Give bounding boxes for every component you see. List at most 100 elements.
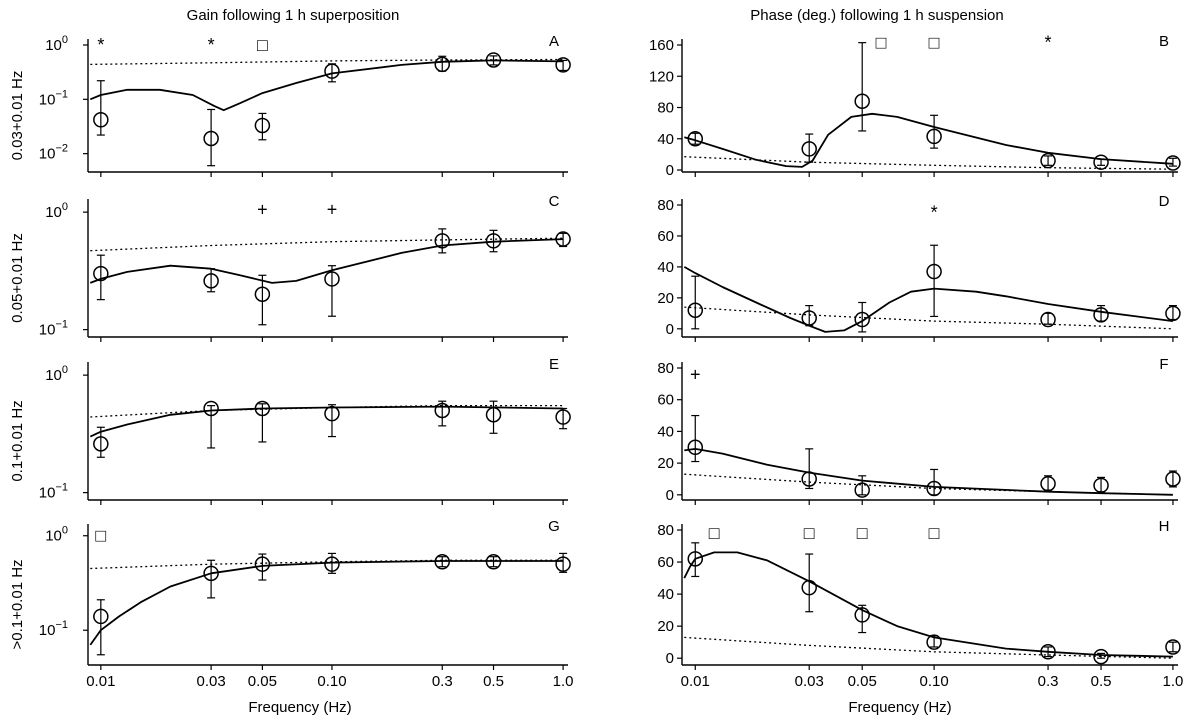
y-tick-exponent: −2 <box>55 143 68 155</box>
x-tick-label: 0.05 <box>248 673 277 690</box>
y-tick-label: 40 <box>657 423 674 440</box>
panel-f: 0 20 40 60 80 F + <box>657 356 1181 505</box>
significance-marker: □ <box>857 523 868 543</box>
data-point <box>1040 475 1056 492</box>
x-tick-label: 0.10 <box>317 673 346 690</box>
y-tick-label: 10−1 <box>39 88 68 108</box>
y-tick-label: 80 <box>657 100 674 117</box>
y-axis-label: 0.1+0.01 Hz <box>9 400 26 481</box>
y-tick-label: 60 <box>657 228 674 245</box>
significance-marker: * <box>931 203 938 223</box>
data-point <box>555 57 571 73</box>
y-tick-label: 0 <box>666 487 674 504</box>
x-tick-label: 0.01 <box>681 673 710 690</box>
y-tick-mantissa: 10 <box>39 485 56 502</box>
significance-marker: □ <box>709 523 720 543</box>
data-point <box>485 52 502 68</box>
x-tick-label: 0.03 <box>795 673 824 690</box>
data-point <box>926 634 942 650</box>
data-point <box>254 556 271 572</box>
significance-marker: □ <box>929 33 940 53</box>
y-tick-label: 40 <box>657 259 674 276</box>
y-tick-label: 10−1 <box>39 619 68 639</box>
y-tick-label: 20 <box>657 290 674 307</box>
x-tick-label: 1.0 <box>1163 673 1184 690</box>
data-point <box>801 310 817 326</box>
panel-d: 0 20 40 60 80 D * <box>657 193 1181 342</box>
significance-marker: □ <box>257 35 268 55</box>
y-tick-mantissa: 10 <box>45 528 62 545</box>
data-point <box>555 556 571 572</box>
panel-letter: B <box>1159 33 1169 50</box>
y-axis-label: 0.05+0.01 Hz <box>9 233 26 323</box>
data-point <box>324 63 340 79</box>
data-point <box>854 311 870 328</box>
y-tick-label: 60 <box>657 554 674 571</box>
x-tick-label: 1.0 <box>553 673 574 690</box>
data-point <box>485 407 502 423</box>
model-curve <box>684 636 1173 659</box>
significance-marker: □ <box>804 523 815 543</box>
panel-letter: F <box>1159 356 1168 373</box>
y-tick-label: 160 <box>649 37 674 54</box>
y-tick-label: 10−2 <box>39 143 68 163</box>
fit-curve <box>684 448 1173 496</box>
left-x-axis-label: Frequency (Hz) <box>248 699 351 716</box>
data-point <box>854 93 870 109</box>
fit-curve <box>89 238 564 284</box>
y-tick-label: 0 <box>666 650 674 667</box>
y-tick-mantissa: 10 <box>45 37 62 54</box>
y-tick-exponent: 0 <box>62 201 68 213</box>
significance-marker: * <box>208 35 215 55</box>
panel-letter: H <box>1159 518 1170 535</box>
data-point <box>687 439 704 456</box>
x-tick-label: 0.01 <box>86 673 115 690</box>
x-tick-label: 0.05 <box>848 673 877 690</box>
data-point <box>926 480 942 497</box>
data-point <box>93 265 109 282</box>
y-tick-mantissa: 10 <box>39 322 56 339</box>
data-point <box>434 402 450 419</box>
significance-marker: * <box>1045 33 1052 53</box>
y-tick-mantissa: 10 <box>39 91 56 108</box>
fit-curve <box>683 551 1173 658</box>
x-tick-label: 0.5 <box>483 673 504 690</box>
x-tick-label: 0.03 <box>197 673 226 690</box>
significance-marker: + <box>327 200 338 220</box>
model-curve <box>684 156 1173 170</box>
data-point <box>687 302 704 318</box>
data-point <box>485 233 502 249</box>
y-tick-label: 10−1 <box>39 482 68 502</box>
significance-marker: □ <box>929 523 940 543</box>
y-tick-mantissa: 10 <box>45 204 62 221</box>
data-point <box>1093 477 1109 494</box>
y-axis-label: >0.1+0.01 Hz <box>9 559 26 649</box>
data-point <box>555 409 571 425</box>
data-point <box>1040 644 1056 660</box>
panel-letter: D <box>1159 193 1170 210</box>
right-column-title: Phase (deg.) following 1 h suspension <box>750 7 1004 24</box>
data-point <box>1165 639 1181 655</box>
y-tick-exponent: −1 <box>55 88 68 100</box>
data-point <box>801 579 817 596</box>
model-curve <box>90 58 564 66</box>
data-point <box>555 231 571 247</box>
data-point <box>93 112 109 128</box>
data-point <box>485 554 502 570</box>
y-tick-label: 0 <box>666 162 674 179</box>
significance-marker: + <box>690 364 701 384</box>
data-point <box>926 128 942 145</box>
data-point <box>254 117 271 134</box>
x-tick-label: 0.3 <box>432 673 453 690</box>
y-tick-mantissa: 10 <box>45 367 62 384</box>
data-point <box>434 56 450 73</box>
significance-marker: □ <box>95 526 106 546</box>
data-point <box>324 271 340 287</box>
data-point <box>801 471 817 487</box>
data-point <box>434 554 450 570</box>
data-point <box>1165 471 1181 487</box>
data-point <box>203 400 219 417</box>
